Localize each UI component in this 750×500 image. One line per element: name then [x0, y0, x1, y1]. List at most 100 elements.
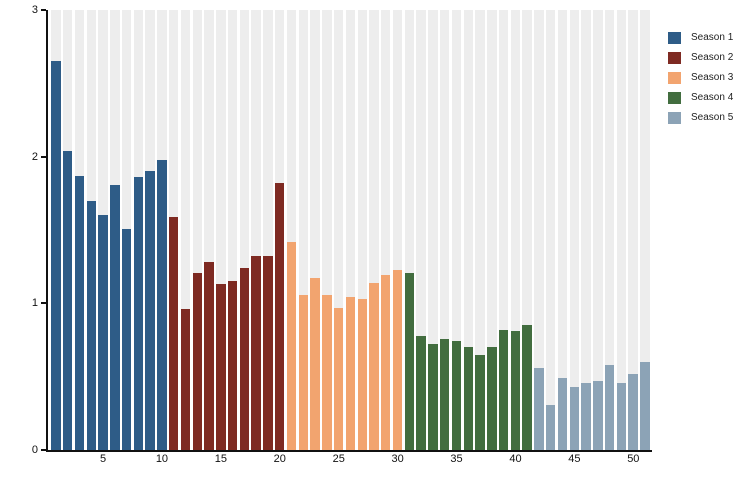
bar-season1-episode-2[interactable]: [62, 150, 73, 450]
bar-season3-episode-22[interactable]: [298, 294, 308, 450]
bar-season2-episode-12[interactable]: [180, 309, 191, 450]
legend-swatch: [668, 51, 681, 64]
legend-item-season-2[interactable]: Season 2: [668, 51, 733, 64]
bar-season3-episode-24[interactable]: [322, 294, 332, 450]
episode-slot-stripe: [616, 10, 627, 450]
bar-season4-episode-38[interactable]: [487, 347, 497, 450]
episode-slot-stripe: [404, 10, 415, 450]
episode-slot-stripe: [487, 10, 497, 450]
episode-slot-stripe: [239, 10, 250, 450]
bar-season5-episode-50[interactable]: [628, 373, 638, 450]
bar-season5-episode-42[interactable]: [534, 367, 544, 450]
legend-item-season-1[interactable]: Season 1: [668, 31, 733, 44]
bar-season4-episode-36[interactable]: [463, 347, 473, 450]
episode-slot-stripe: [180, 10, 191, 450]
legend-swatch: [668, 31, 681, 44]
bar-season1-episode-9[interactable]: [145, 171, 155, 450]
bar-season5-episode-49[interactable]: [616, 382, 627, 450]
bar-season3-episode-26[interactable]: [345, 297, 356, 450]
x-tick-label: 40: [509, 453, 522, 465]
bar-season4-episode-31[interactable]: [404, 272, 415, 450]
legend-swatch: [668, 111, 681, 124]
bar-season5-episode-44[interactable]: [557, 378, 568, 450]
bar-season2-episode-11[interactable]: [169, 216, 179, 450]
legend: Season 1 Season 2 Season 3 Season 4 Season 5: [668, 31, 733, 131]
y-tick-mark: [41, 302, 46, 305]
bar-season3-episode-25[interactable]: [333, 307, 344, 450]
legend-label: Season 5: [691, 112, 734, 123]
bar-season2-episode-18[interactable]: [251, 256, 261, 450]
legend-item-season-4[interactable]: Season 4: [668, 91, 733, 104]
x-axis-ticks: 5 10 15 20 25 30 35 40 45 50: [50, 454, 651, 468]
bar-season2-episode-20[interactable]: [275, 183, 285, 450]
legend-item-season-3[interactable]: Season 3: [668, 71, 733, 84]
legend-item-season-5[interactable]: Season 5: [668, 111, 733, 124]
bar-season5-episode-51[interactable]: [640, 362, 650, 450]
bar-season3-episode-21[interactable]: [286, 241, 297, 450]
bar-season1-episode-5[interactable]: [98, 215, 108, 450]
episode-slot-stripe: [169, 10, 179, 450]
episode-slot-stripe: [86, 10, 96, 450]
bar-season2-episode-13[interactable]: [192, 272, 202, 450]
bar-season2-episode-17[interactable]: [239, 268, 250, 450]
episode-slot-stripe: [392, 10, 403, 450]
bar-season1-episode-4[interactable]: [86, 200, 96, 450]
bar-season1-episode-10[interactable]: [157, 159, 167, 450]
bar-season4-episode-37[interactable]: [475, 354, 485, 450]
bar-season1-episode-8[interactable]: [133, 177, 144, 450]
episode-slot-stripe: [640, 10, 650, 450]
episode-slot-stripe: [98, 10, 108, 450]
x-tick-label: 20: [273, 453, 286, 465]
episode-slot-stripe: [534, 10, 544, 450]
x-tick-label: 45: [568, 453, 581, 465]
episode-slot-stripe: [310, 10, 320, 450]
episode-slot-stripe: [157, 10, 167, 450]
x-tick-label: 15: [214, 453, 227, 465]
episode-slot-stripe: [557, 10, 568, 450]
bar-season5-episode-46[interactable]: [581, 382, 591, 450]
x-tick-label: 30: [391, 453, 404, 465]
y-tick-mark: [41, 449, 46, 451]
bar-season1-episode-3[interactable]: [74, 175, 85, 450]
bar-season4-episode-32[interactable]: [416, 335, 426, 450]
x-tick-label: 50: [627, 453, 640, 465]
bar-season5-episode-48[interactable]: [604, 364, 615, 450]
y-tick-mark: [41, 155, 46, 158]
legend-label: Season 2: [691, 52, 734, 63]
episode-slot-stripe: [569, 10, 579, 450]
episode-slot-stripe: [263, 10, 273, 450]
episode-slot-stripe: [74, 10, 85, 450]
bar-season3-episode-27[interactable]: [357, 298, 367, 450]
bar-season4-episode-41[interactable]: [522, 325, 532, 450]
bar-season5-episode-43[interactable]: [546, 404, 556, 450]
bar-season4-episode-35[interactable]: [451, 341, 462, 450]
bar-season1-episode-6[interactable]: [110, 184, 120, 450]
bar-season3-episode-30[interactable]: [392, 269, 403, 450]
bar-season3-episode-29[interactable]: [381, 275, 391, 450]
episode-slot-stripe: [451, 10, 462, 450]
episode-slot-stripe: [416, 10, 426, 450]
episode-slot-stripe: [510, 10, 521, 450]
episode-slot-stripe: [298, 10, 308, 450]
plot-area: [50, 10, 651, 450]
episode-slot-stripe: [286, 10, 297, 450]
bar-season5-episode-45[interactable]: [569, 386, 579, 450]
bar-season5-episode-47[interactable]: [593, 381, 603, 450]
bar-season3-episode-28[interactable]: [369, 282, 379, 450]
episode-slot-stripe: [216, 10, 226, 450]
episode-slot-stripe: [604, 10, 615, 450]
bar-season2-episode-16[interactable]: [227, 281, 238, 450]
bar-season2-episode-19[interactable]: [263, 256, 273, 450]
bar-season4-episode-39[interactable]: [498, 329, 509, 450]
bar-season4-episode-33[interactable]: [428, 344, 438, 450]
bar-season4-episode-34[interactable]: [439, 338, 450, 450]
y-tick-label: 2: [31, 150, 38, 163]
bar-season2-episode-14[interactable]: [204, 262, 214, 450]
bar-season2-episode-15[interactable]: [216, 284, 226, 450]
legend-swatch: [668, 91, 681, 104]
bar-season1-episode-1[interactable]: [51, 61, 61, 450]
bar-season4-episode-40[interactable]: [510, 331, 521, 450]
bar-season3-episode-23[interactable]: [310, 278, 320, 450]
bar-season1-episode-7[interactable]: [121, 228, 132, 450]
